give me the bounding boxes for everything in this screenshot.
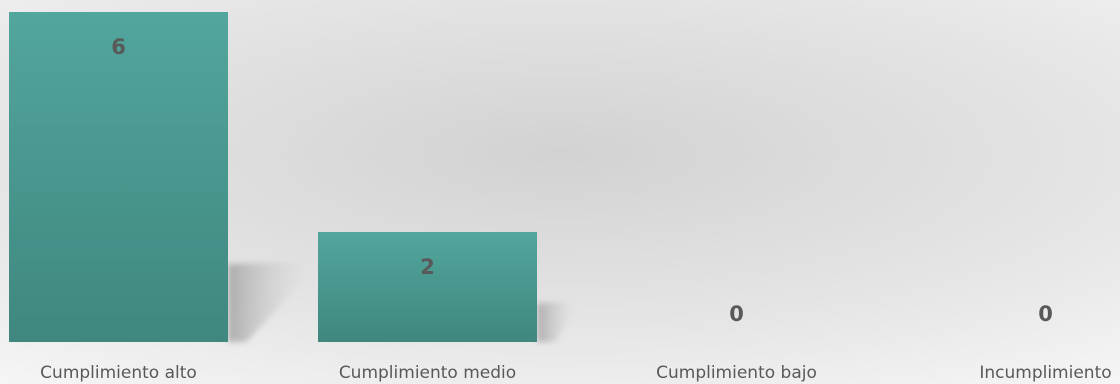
category-label: Cumplimiento alto xyxy=(40,363,197,383)
category-label: Incumplimiento xyxy=(979,363,1111,383)
bar-value-label: 0 xyxy=(729,302,744,326)
bar xyxy=(318,232,537,342)
category-labels: Cumplimiento alto Cumplimiento medio Cumpl… xyxy=(40,363,1111,383)
bars xyxy=(9,12,537,342)
bar-shadows xyxy=(228,262,575,342)
bar-value-label: 0 xyxy=(1038,302,1053,326)
bar-shadow xyxy=(228,262,308,342)
category-label: Cumplimiento bajo xyxy=(656,363,817,383)
value-labels: 6 2 0 0 xyxy=(111,35,1053,326)
category-label: Cumplimiento medio xyxy=(339,363,516,383)
bar xyxy=(9,12,228,342)
bar-shadow xyxy=(537,301,575,342)
bar-value-label: 2 xyxy=(420,255,435,279)
bar-value-label: 6 xyxy=(111,35,126,59)
